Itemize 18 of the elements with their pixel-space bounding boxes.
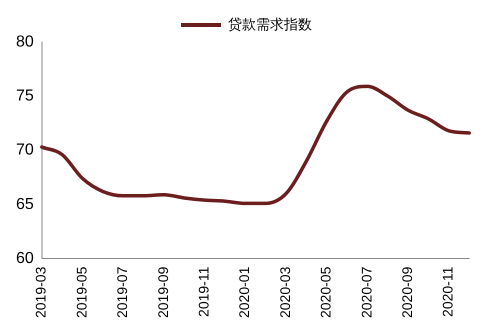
x-tick-label: 2019-11	[195, 266, 212, 317]
line-series	[40, 84, 471, 206]
x-tick-label: 2019-07	[114, 266, 130, 318]
y-tick-label: 80	[16, 33, 34, 50]
legend-label: 贷款需求指数	[228, 16, 312, 32]
y-tick-label: 65	[16, 196, 34, 213]
x-tick-label: 2020-07	[358, 266, 374, 318]
x-tick-label: 2019-09	[154, 266, 171, 318]
x-tick-label: 2020-11	[440, 266, 456, 317]
y-tick-label: 75	[16, 88, 34, 105]
x-tick-label: 2020-05	[318, 266, 334, 318]
y-tick-label: 60	[16, 250, 34, 268]
x-tick-label: 2020-09	[399, 266, 415, 318]
x-tick-label: 2020-03	[276, 266, 293, 318]
x-tick-label: 2019-05	[73, 266, 90, 318]
x-tick-label: 2020-01	[236, 266, 252, 318]
x-tick-label: 2019-03	[32, 266, 49, 318]
y-tick-label: 70	[16, 142, 34, 159]
